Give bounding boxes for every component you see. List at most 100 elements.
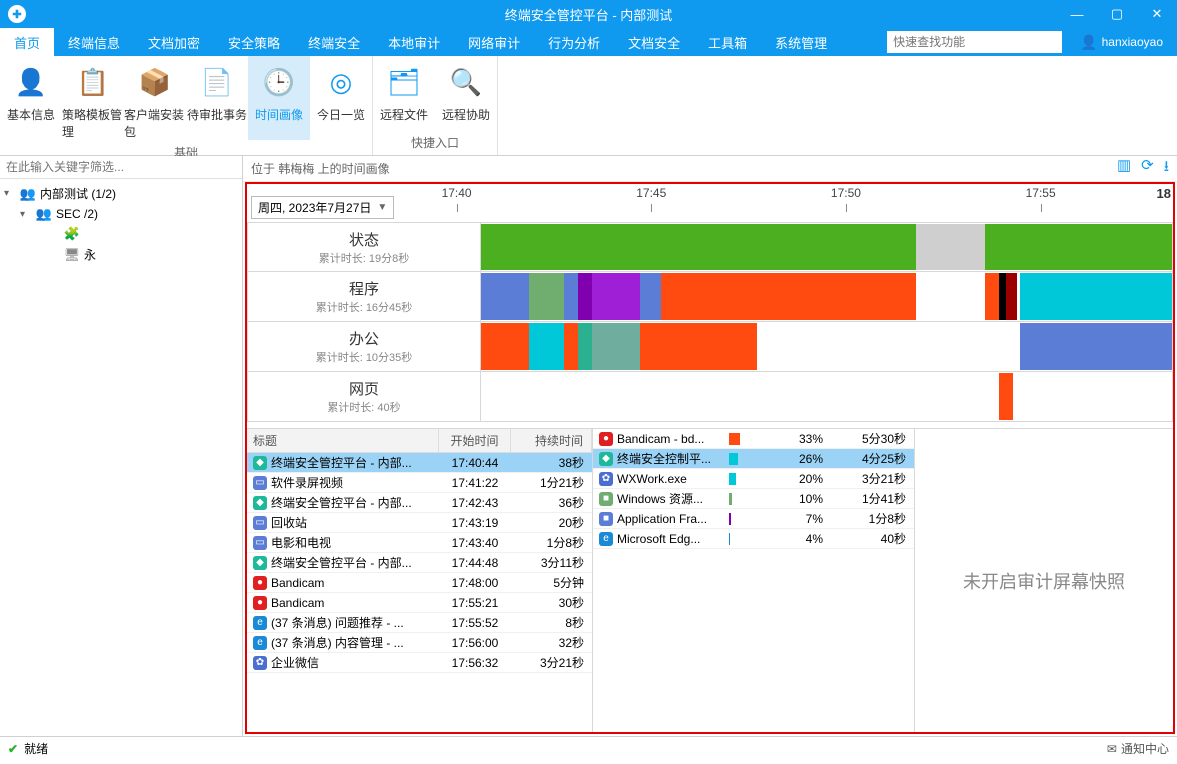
minimize-button[interactable]: —: [1057, 0, 1097, 28]
menu-tab-5[interactable]: 本地审计: [374, 28, 454, 56]
activity-row[interactable]: e(37 条消息) 问题推荐 - ...17:55:528秒: [247, 613, 592, 633]
proc-bar: [723, 493, 769, 505]
timeline-segment[interactable]: [578, 323, 592, 370]
activity-row[interactable]: ◆终端安全管控平台 - 内部...17:44:483分11秒: [247, 553, 592, 573]
process-row[interactable]: ◆终端安全控制平...26%4分25秒: [593, 449, 914, 469]
row-start: 17:42:43: [439, 496, 511, 510]
row-duration: 38秒: [511, 454, 592, 471]
process-row[interactable]: ●Bandicam - bd...33%5分30秒: [593, 429, 914, 449]
ribbon-远程文件[interactable]: 🗂远程文件: [373, 56, 435, 130]
process-row[interactable]: eMicrosoft Edg...4%40秒: [593, 529, 914, 549]
timeline-segment[interactable]: [481, 323, 529, 370]
download-icon[interactable]: ⭳: [1164, 156, 1169, 181]
proc-dur: 1分41秒: [829, 490, 914, 507]
process-row[interactable]: ■Windows 资源...10%1分41秒: [593, 489, 914, 509]
timeline-segment[interactable]: [564, 273, 578, 320]
timeline-segment[interactable]: [592, 273, 640, 320]
search-input[interactable]: [887, 31, 1062, 53]
node-icon: 🧩: [64, 226, 80, 242]
app-icon: ■: [599, 492, 613, 506]
timeline-segment[interactable]: [481, 273, 529, 320]
proc-pct: 26%: [769, 452, 829, 466]
timeline-segment[interactable]: [640, 323, 661, 370]
row-title: 软件录屏视频: [271, 474, 343, 491]
ribbon-远程协助[interactable]: 🔍远程协助: [435, 56, 497, 130]
timeline-segment[interactable]: [916, 224, 985, 270]
timeline-segment[interactable]: [1020, 323, 1172, 370]
track-title: 状态: [349, 229, 379, 250]
menu-tab-6[interactable]: 网络审计: [454, 28, 534, 56]
ribbon-待审批事务[interactable]: 📄待审批事务: [186, 56, 248, 140]
timeline-segment[interactable]: [1020, 273, 1172, 320]
timeline-segment[interactable]: [661, 273, 744, 320]
snapshot-message: 未开启审计屏幕快照: [963, 568, 1125, 594]
activity-row[interactable]: ▭电影和电视17:43:401分8秒: [247, 533, 592, 553]
timeline-segment[interactable]: [985, 273, 999, 320]
timeline-segment[interactable]: [564, 323, 578, 370]
process-row[interactable]: ■Application Fra...7%1分8秒: [593, 509, 914, 529]
menu-tab-9[interactable]: 工具箱: [694, 28, 761, 56]
proc-bar: [723, 473, 769, 485]
ribbon-icon: 📋: [75, 64, 111, 100]
timeline-segment[interactable]: [744, 273, 917, 320]
menu-tab-3[interactable]: 安全策略: [214, 28, 294, 56]
timeline-segment[interactable]: [640, 273, 661, 320]
row-duration: 32秒: [511, 634, 592, 651]
app-icon: ■: [599, 512, 613, 526]
ribbon-今日一览[interactable]: ◎今日一览: [310, 56, 372, 140]
menu-tab-4[interactable]: 终端安全: [294, 28, 374, 56]
menu-tab-0[interactable]: 首页: [0, 28, 54, 56]
timeline-segment[interactable]: [592, 323, 640, 370]
user-menu[interactable]: 👤 hanxiaoyao: [1066, 28, 1177, 56]
timeline-segment[interactable]: [999, 273, 1006, 320]
mail-icon[interactable]: ✉: [1107, 742, 1117, 756]
refresh-icon[interactable]: ⟳: [1141, 156, 1154, 181]
ribbon-基本信息[interactable]: 👤基本信息: [0, 56, 62, 140]
row-duration: 36秒: [511, 494, 592, 511]
menu-tab-7[interactable]: 行为分析: [534, 28, 614, 56]
ribbon-时间画像[interactable]: 🕒时间画像: [248, 56, 310, 140]
proc-bar: [723, 513, 769, 525]
tree-node[interactable]: 🧩: [0, 224, 242, 244]
activity-row[interactable]: ●Bandicam17:48:005分钟: [247, 573, 592, 593]
activity-row[interactable]: ◆终端安全管控平台 - 内部...17:42:4336秒: [247, 493, 592, 513]
time-axis: 18 17:4017:4517:5017:55: [394, 186, 1173, 224]
timeline-segment[interactable]: [999, 373, 1013, 420]
menu-tab-8[interactable]: 文档安全: [614, 28, 694, 56]
tree-filter-input[interactable]: [0, 156, 242, 179]
process-row[interactable]: ✿WXWork.exe20%3分21秒: [593, 469, 914, 489]
ribbon-icon: 🔍: [448, 64, 484, 100]
maximize-button[interactable]: ▢: [1097, 0, 1137, 28]
ribbon-客户端安装包[interactable]: 📦客户端安装包: [124, 56, 186, 140]
timeline-segment[interactable]: [1006, 273, 1016, 320]
ribbon-策略模板管理[interactable]: 📋策略模板管理: [62, 56, 124, 140]
ribbon-group-label: 快捷入口: [373, 130, 497, 155]
menu-tab-10[interactable]: 系统管理: [761, 28, 841, 56]
date-picker[interactable]: 周四, 2023年7月27日 ▼: [251, 196, 394, 219]
tree-node[interactable]: ▾👥内部测试 (1/2): [0, 183, 242, 204]
menu-tab-2[interactable]: 文档加密: [134, 28, 214, 56]
timeline-segment[interactable]: [661, 323, 758, 370]
timeline-segment[interactable]: [529, 273, 564, 320]
timeline-segment[interactable]: [529, 323, 564, 370]
col-dur: 持续时间: [511, 429, 592, 452]
menu-tab-1[interactable]: 终端信息: [54, 28, 134, 56]
activity-row[interactable]: ●Bandicam17:55:2130秒: [247, 593, 592, 613]
tree-node[interactable]: ▾👥SEC /2): [0, 204, 242, 224]
tree-node[interactable]: 🖥永: [0, 244, 242, 265]
close-button[interactable]: ✕: [1137, 0, 1177, 28]
activity-row[interactable]: ✿企业微信17:56:323分21秒: [247, 653, 592, 673]
proc-pct: 20%: [769, 472, 829, 486]
timeline-segment[interactable]: [578, 273, 592, 320]
list-icon[interactable]: ▥: [1117, 156, 1131, 181]
row-title: Bandicam: [271, 596, 324, 610]
timeline-segment[interactable]: [985, 224, 1172, 270]
activity-row[interactable]: ▭回收站17:43:1920秒: [247, 513, 592, 533]
activity-row[interactable]: e(37 条消息) 内容管理 - ...17:56:0032秒: [247, 633, 592, 653]
track-row: 程序累计时长: 16分45秒: [247, 272, 1173, 322]
notify-label[interactable]: 通知中心: [1121, 740, 1169, 757]
activity-row[interactable]: ◆终端安全管控平台 - 内部...17:40:4438秒: [247, 453, 592, 473]
activity-row[interactable]: ▭软件录屏视频17:41:221分21秒: [247, 473, 592, 493]
timeline-segment[interactable]: [481, 224, 916, 270]
app-icon: ✿: [599, 472, 613, 486]
